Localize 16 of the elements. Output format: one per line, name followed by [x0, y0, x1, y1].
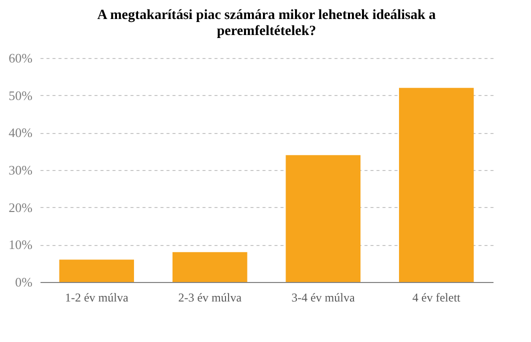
- y-tick-label: 50%: [8, 88, 33, 103]
- x-tick-label: 4 év felett: [412, 290, 462, 304]
- chart-title: A megtakarítási piac számára mikor lehetnek ideálisak a peremfeltételek?: [97, 8, 436, 39]
- bar: [59, 260, 134, 282]
- x-tick-label: 1-2 év múlva: [64, 290, 129, 304]
- bar: [172, 252, 248, 282]
- y-tick-label: 10%: [8, 237, 33, 252]
- x-tick-label: 2-3 év múlva: [178, 290, 242, 304]
- bar: [399, 88, 474, 282]
- y-tick-label: 0%: [15, 274, 33, 290]
- y-tick-label: 60%: [8, 50, 33, 66]
- bar: [286, 155, 360, 282]
- y-tick-label: 30%: [8, 162, 33, 178]
- x-tick-label: 3-4 év múlva: [291, 290, 356, 304]
- y-tick-label: 40%: [8, 125, 33, 140]
- y-tick-label: 20%: [8, 200, 33, 215]
